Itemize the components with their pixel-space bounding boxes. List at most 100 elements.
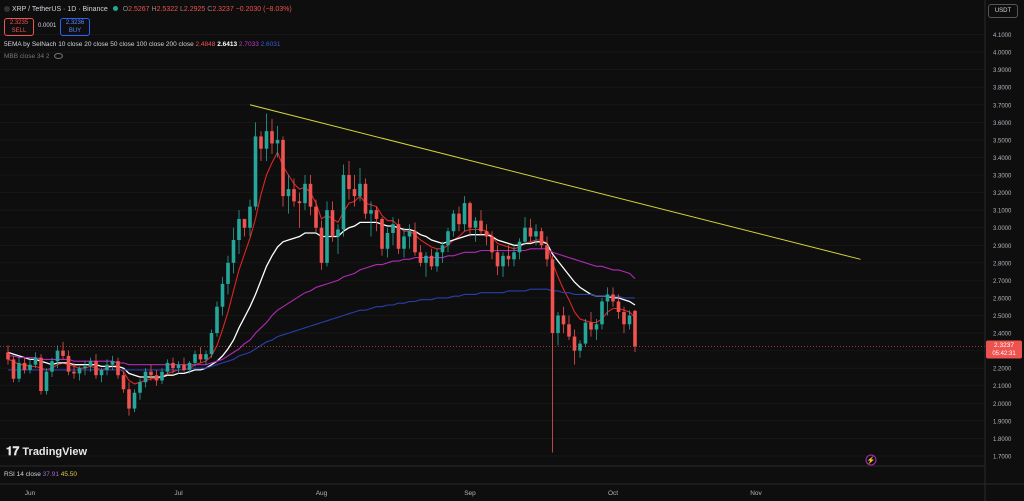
candle-body <box>237 218 241 240</box>
candle-body <box>418 252 423 263</box>
candle-body <box>528 227 533 237</box>
candle-body <box>457 213 461 225</box>
rsi-label: RSI 14 close <box>4 471 41 478</box>
candle-body <box>11 359 16 379</box>
candle-body <box>248 206 252 228</box>
candle-body <box>539 231 544 246</box>
candle-body <box>171 362 175 369</box>
candle-body <box>193 354 197 363</box>
candle-body <box>165 362 170 372</box>
y-tick-label: 2.0000 <box>993 402 1012 408</box>
candle-body <box>83 366 87 369</box>
eye-icon[interactable] <box>54 53 64 60</box>
spread-value: 0.0001 <box>38 23 57 29</box>
y-tick-label: 3.5000 <box>993 138 1012 144</box>
candle-body <box>259 136 263 149</box>
symbol-title[interactable]: XRP / TetherUS · 1D · Binance <box>11 6 108 13</box>
candle-body <box>264 131 269 149</box>
y-tick-label: 2.1000 <box>993 384 1012 390</box>
svg-text:⚡: ⚡ <box>867 456 876 465</box>
y-tick-label: 4.1000 <box>993 33 1012 39</box>
y-tick-label: 4.0000 <box>993 51 1012 57</box>
y-tick-label: 3.8000 <box>993 86 1012 92</box>
candle-body <box>77 368 82 374</box>
y-tick-label: 3.9000 <box>993 68 1012 74</box>
candle-body <box>110 361 115 365</box>
candle-body <box>187 362 192 370</box>
candle-body <box>22 362 27 370</box>
candle-body <box>567 324 571 337</box>
candle-body <box>220 283 225 307</box>
y-tick-label: 3.2000 <box>993 191 1012 197</box>
sell-button[interactable]: 2.3235 SELL <box>4 18 34 36</box>
candle-body <box>55 350 60 362</box>
candle-body <box>594 324 599 330</box>
candles <box>6 113 637 453</box>
candle-body <box>363 183 368 214</box>
candle-body <box>325 210 329 263</box>
candle-body <box>138 382 142 393</box>
rsi-value: 37.91 <box>42 471 59 478</box>
candle-body <box>605 294 610 302</box>
candle-body <box>550 259 555 334</box>
candle-body <box>358 183 362 197</box>
candle-body <box>600 301 604 325</box>
candle-body <box>402 236 406 249</box>
candle-body <box>275 139 280 144</box>
buy-label: BUY <box>68 28 82 34</box>
ema100-value: 2.6031 <box>260 41 281 48</box>
candle-body <box>209 333 214 355</box>
candle-body <box>517 241 522 253</box>
candle-body <box>39 357 43 392</box>
y-tick-label: 3.7000 <box>993 103 1012 109</box>
candle-body <box>154 375 159 381</box>
candle-body <box>143 371 148 383</box>
rsi-ma-value: 45.50 <box>60 471 78 478</box>
candle-body <box>396 224 401 249</box>
y-tick-label: 2.9000 <box>993 244 1012 250</box>
candle-body <box>319 227 324 263</box>
rsi-legend[interactable]: RSI 14 close 37.91 45.50 <box>4 471 77 478</box>
candle-body <box>116 361 120 376</box>
status-dot <box>112 6 118 11</box>
candle-body <box>160 371 164 381</box>
y-tick-label: 3.6000 <box>993 121 1012 127</box>
y-tick-label: 2.8000 <box>993 261 1012 267</box>
price-axis: 4.1000 4.0000 3.9000 3.8000 3.7000 3.6000 3.50… <box>993 33 1012 460</box>
ema-legend[interactable]: 5EMA by SelNach 10 close 20 close 50 clo… <box>4 41 281 48</box>
candle-body <box>127 389 131 409</box>
candle-body <box>281 139 285 197</box>
candle-body <box>380 218 384 249</box>
candle-body <box>616 301 621 312</box>
x-tick-label: Oct <box>608 490 618 497</box>
candle-body <box>99 369 104 376</box>
candle-body <box>578 343 582 351</box>
symbol-header: XRP / TetherUS · 1D · Binance O2.5267 H2… <box>4 6 292 13</box>
candle-body <box>561 315 566 325</box>
y-tick-label: 2.4000 <box>993 332 1012 338</box>
candle-body <box>204 354 208 360</box>
x-tick-label: Jun <box>25 490 36 497</box>
y-tick-label: 2.7000 <box>993 279 1012 285</box>
candle-body <box>182 364 186 370</box>
candle-body <box>413 231 417 253</box>
candle-body <box>226 262 230 284</box>
sell-price: 2.3235 <box>9 20 29 26</box>
buy-price: 2.3236 <box>65 20 85 26</box>
ema20-value: 2.6413 <box>217 41 238 48</box>
y-tick-label: 3.1000 <box>993 209 1012 215</box>
candle-body <box>242 218 247 228</box>
candle-body <box>6 352 10 360</box>
mbb-legend[interactable]: MBB close 34 2 <box>4 53 64 60</box>
alert-icon[interactable]: ⚡ <box>865 454 877 466</box>
candle-body <box>545 245 549 260</box>
candle-body <box>440 245 445 253</box>
currency-selector[interactable]: USDT <box>988 4 1018 18</box>
buy-button[interactable]: 2.3236 BUY <box>60 18 90 36</box>
candle-body <box>512 252 516 260</box>
candle-body <box>303 183 307 204</box>
candle-body <box>121 375 126 390</box>
candle-body <box>424 255 428 263</box>
candle-body <box>286 189 291 197</box>
